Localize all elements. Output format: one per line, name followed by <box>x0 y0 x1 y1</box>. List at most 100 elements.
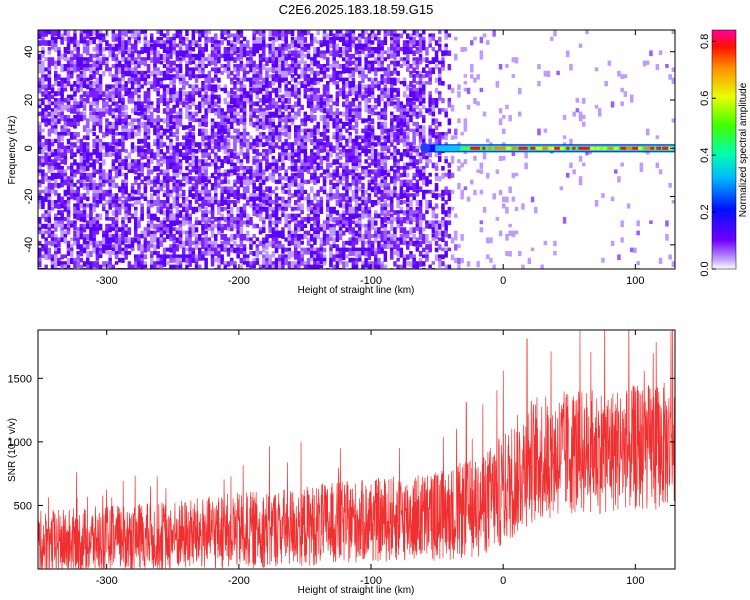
heatmap-cell <box>246 145 250 151</box>
heatmap-cell <box>98 172 103 179</box>
heatmap-cell <box>383 179 388 187</box>
heatmap-cell <box>358 81 362 87</box>
heatmap-cell <box>73 121 77 129</box>
heatmap-cell <box>159 186 164 192</box>
heatmap-cell <box>262 220 266 226</box>
heatmap-cell <box>134 70 138 76</box>
heatmap-cell <box>313 254 317 259</box>
heatmap-cell <box>332 121 336 129</box>
heatmap-cell <box>338 230 343 236</box>
heatmap-cell <box>290 64 295 70</box>
heatmap-cell <box>114 244 119 251</box>
heatmap-cell <box>338 193 343 200</box>
heatmap-cell <box>220 30 224 37</box>
heatmap-cell <box>150 244 154 248</box>
heatmap-cell <box>66 94 71 101</box>
heatmap-cell <box>201 217 205 223</box>
heatmap-cell <box>178 50 183 57</box>
heatmap-cell <box>313 125 317 129</box>
heatmap-cell <box>348 40 352 47</box>
heatmap-cell <box>252 111 256 118</box>
heatmap-cell <box>82 47 87 54</box>
heatmap-cell <box>233 264 237 269</box>
heatmap-cell <box>70 94 74 101</box>
heatmap-cell <box>38 189 42 196</box>
heatmap-cell <box>54 60 58 67</box>
heatmap-cell <box>306 43 311 50</box>
heatmap-cell <box>150 264 154 269</box>
heatmap-cell <box>233 189 237 195</box>
heatmap-cell <box>162 223 167 230</box>
heatmap-cell <box>198 203 202 209</box>
heatmap-cell <box>351 257 356 263</box>
heatmap-cell <box>50 162 55 169</box>
heatmap-cell <box>137 196 141 204</box>
heatmap-cell <box>134 261 138 266</box>
heatmap-cell <box>377 84 381 91</box>
heatmap-cell <box>111 135 116 139</box>
heatmap-cell <box>390 206 394 213</box>
heatmap-cell <box>390 196 394 201</box>
heatmap-cell <box>361 166 365 173</box>
heatmap-cell <box>140 261 144 268</box>
heatmap-cell <box>191 36 196 43</box>
heatmap-cell <box>95 53 100 59</box>
heatmap-cell <box>114 64 119 69</box>
heatmap-cell <box>297 227 301 232</box>
heatmap-cell <box>207 237 212 244</box>
heatmap-cell <box>60 220 64 226</box>
heatmap-cell <box>354 203 359 209</box>
heatmap-cell <box>134 220 138 227</box>
heatmap-cell <box>345 36 349 43</box>
heatmap-cell <box>361 47 365 54</box>
heatmap-cell <box>169 193 173 198</box>
heatmap-cell <box>262 237 266 244</box>
heatmap-cell <box>86 60 90 65</box>
heatmap-cell <box>188 237 192 242</box>
heatmap-cell <box>236 200 240 204</box>
heatmap-cell <box>118 33 122 39</box>
heatmap-cell <box>236 87 240 92</box>
heatmap-cell <box>44 196 48 202</box>
heatmap-cell <box>300 172 304 178</box>
heatmap-cell <box>146 179 151 186</box>
heatmap-cell <box>322 125 327 132</box>
heatmap-cell <box>121 40 125 47</box>
heatmap-cell <box>297 60 301 66</box>
heatmap-cell <box>284 183 288 188</box>
heatmap-cell <box>98 84 103 88</box>
heatmap-cell <box>47 145 52 152</box>
heatmap-cell <box>297 223 301 228</box>
heatmap-cell <box>92 203 96 210</box>
heatmap-cell <box>57 203 61 209</box>
heatmap-cell <box>274 111 279 118</box>
heatmap-cell <box>188 257 192 262</box>
heatmap-cell <box>287 98 292 104</box>
heatmap-cell <box>386 210 391 217</box>
heatmap-cell <box>60 53 64 60</box>
heatmap-cell <box>92 67 96 72</box>
heatmap-cell <box>220 132 224 137</box>
heatmap-cell <box>252 74 256 79</box>
heatmap-cell <box>255 203 260 208</box>
heatmap-cell <box>214 223 218 229</box>
heatmap-cell <box>63 121 68 128</box>
heatmap-cell <box>294 77 298 83</box>
heatmap-cell <box>230 213 234 218</box>
heatmap-cell <box>316 162 320 168</box>
heatmap-cell <box>54 223 58 231</box>
heatmap-cell <box>82 81 87 88</box>
heatmap-cell <box>198 145 202 152</box>
heatmap-cell <box>258 108 263 114</box>
heatmap-cell <box>130 43 135 50</box>
heatmap-cell <box>44 254 48 260</box>
heatmap-cell <box>246 237 250 242</box>
heatmap-cell <box>57 257 61 263</box>
heatmap-cell <box>102 172 106 180</box>
heatmap-cell <box>265 98 269 104</box>
heatmap-cell <box>287 189 292 196</box>
heatmap-cell <box>114 138 119 145</box>
heatmap-cell <box>249 166 253 170</box>
heatmap-cell <box>156 81 160 87</box>
heatmap-cell <box>374 47 378 54</box>
